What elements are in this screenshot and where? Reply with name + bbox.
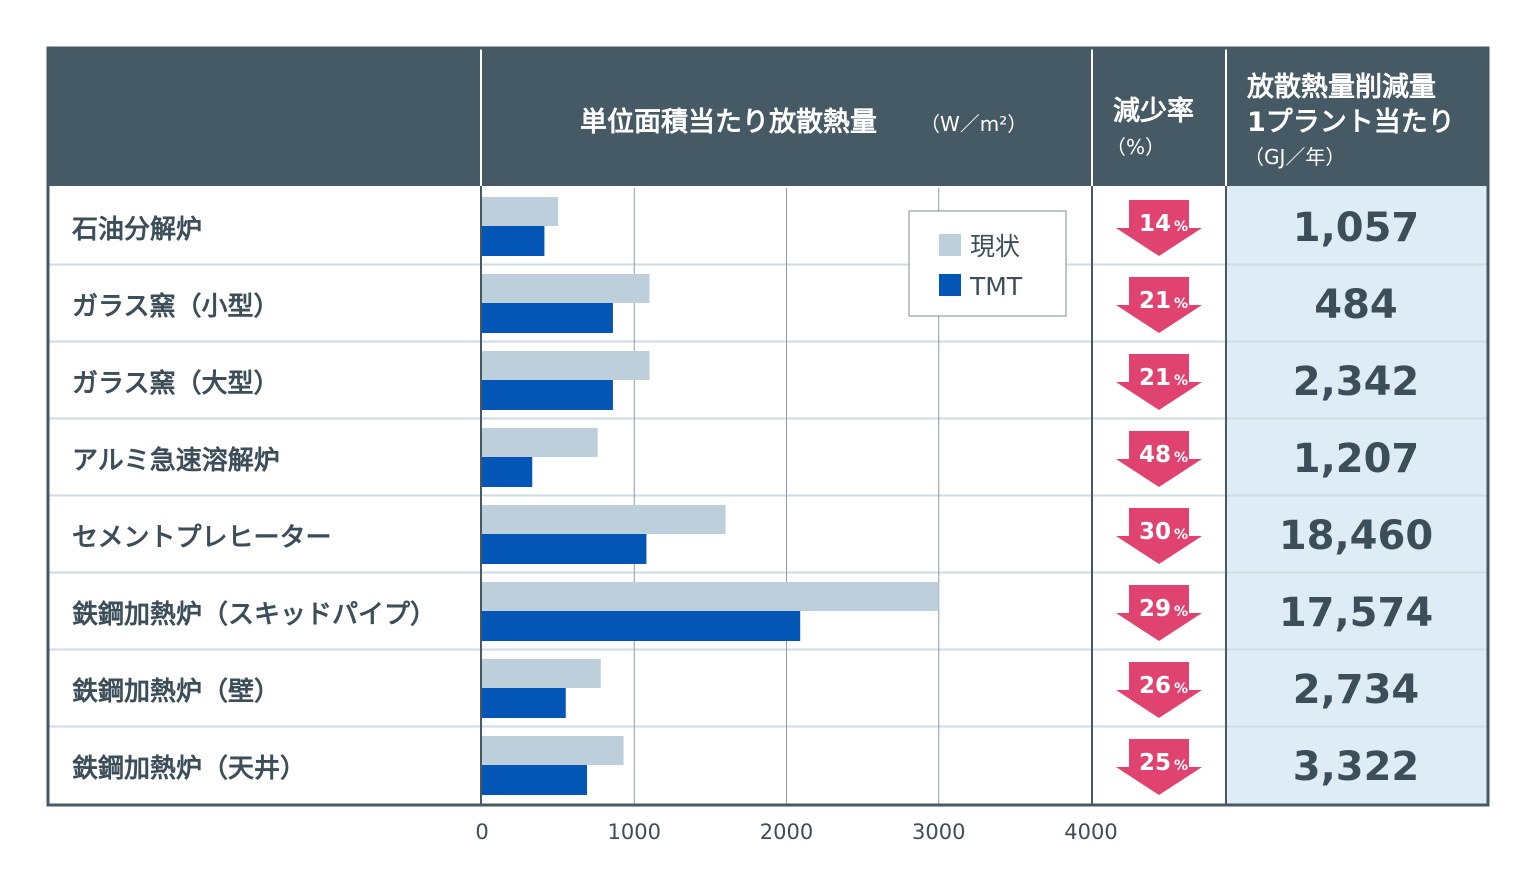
- bar-tmt: [482, 765, 588, 795]
- reduction-arrow: 21%: [1116, 354, 1202, 410]
- reduction-rate-value: 30: [1139, 519, 1171, 545]
- x-axis-ticks: 0 1000 2000 3000 4000: [475, 820, 1117, 844]
- bar-tmt: [482, 534, 647, 564]
- category-label: 鉄鋼加熱炉（壁）: [72, 676, 280, 707]
- bar-tmt: [482, 457, 533, 487]
- category-label: 鉄鋼加熱炉（天井）: [72, 753, 306, 784]
- x-tick-label: 0: [475, 820, 488, 844]
- bar-tmt: [482, 226, 545, 256]
- savings-value: 1,207: [1293, 436, 1420, 482]
- reduction-rate-percent: %: [1174, 373, 1188, 389]
- legend: 現状 TMT: [908, 210, 1067, 317]
- arrow-shape: [1116, 739, 1202, 795]
- arrow-shape: [1116, 508, 1202, 564]
- saving-unit: （GJ／年）: [1244, 145, 1345, 169]
- arrow-shape: [1116, 431, 1202, 487]
- reduction-rate-value: 21: [1139, 365, 1171, 391]
- bar-tmt: [482, 688, 566, 718]
- reduction-rate-percent: %: [1174, 450, 1188, 466]
- legend-swatch-current: [939, 234, 961, 256]
- bar-tmt: [482, 380, 613, 410]
- reduction-rate-percent: %: [1174, 681, 1188, 697]
- arrow-shape: [1116, 200, 1202, 256]
- bar-current: [482, 428, 598, 457]
- reduction-rate-value: 29: [1139, 596, 1171, 622]
- bar-current: [482, 351, 650, 380]
- legend-label-tmt: TMT: [969, 272, 1023, 301]
- reduction-arrow: 14%: [1116, 200, 1202, 256]
- savings-value: 484: [1314, 282, 1398, 328]
- table-header-background: [48, 48, 1488, 186]
- reduction-arrow: 29%: [1116, 585, 1202, 641]
- reduction-rate-percent: %: [1174, 604, 1188, 620]
- reduction-rate-percent: %: [1174, 527, 1188, 543]
- reduction-rate-percent: %: [1174, 296, 1188, 312]
- bars-layer: [482, 197, 939, 795]
- bar-current: [482, 197, 559, 226]
- reduction-rate-value: 48: [1139, 442, 1171, 468]
- reduction-arrow: 21%: [1116, 277, 1202, 333]
- reduction-rate-value: 21: [1139, 288, 1171, 314]
- savings-value: 2,342: [1293, 359, 1420, 405]
- reduction-arrow: 30%: [1116, 508, 1202, 564]
- legend-box: [908, 210, 1067, 317]
- category-label: 鉄鋼加熱炉（スキッドパイプ）: [72, 599, 436, 630]
- grid-layer: [48, 48, 1488, 804]
- category-label: アルミ急速溶解炉: [72, 445, 280, 476]
- bar-current: [482, 274, 650, 303]
- arrow-shape: [1116, 662, 1202, 718]
- saving-title-line2: 1プラント当たり: [1247, 107, 1455, 138]
- arrow-shape: [1116, 354, 1202, 410]
- savings-value: 2,734: [1293, 667, 1420, 713]
- rate-unit: （%）: [1106, 135, 1165, 159]
- x-tick-label: 2000: [760, 820, 813, 844]
- chart-title: 単位面積当たり放散熱量: [580, 106, 877, 138]
- category-label: ガラス窯（小型）: [72, 291, 279, 322]
- x-tick-label: 1000: [608, 820, 661, 844]
- category-label: セメントプレヒーター: [72, 523, 331, 553]
- bar-tmt: [482, 611, 801, 641]
- bar-current: [482, 582, 939, 611]
- reduction-rate-value: 14: [1139, 211, 1171, 237]
- x-tick-label: 4000: [1064, 820, 1117, 844]
- savings-value: 1,057: [1293, 205, 1420, 251]
- rows-layer: 石油分解炉 14% 1,057 ガラス窯（小型） 21% 484 ガラス窯（大型） 21% 2,…: [71, 200, 1433, 795]
- table-frame: [46, 46, 1490, 807]
- category-label: 石油分解炉: [71, 215, 202, 245]
- bar-current: [482, 659, 601, 688]
- legend-swatch-tmt: [939, 274, 961, 296]
- arrow-shape: [1116, 585, 1202, 641]
- reduction-arrow: 25%: [1116, 739, 1202, 795]
- x-tick-label: 3000: [912, 820, 965, 844]
- bar-current: [482, 736, 624, 765]
- bar-tmt: [482, 303, 613, 333]
- savings-value: 17,574: [1279, 590, 1433, 636]
- reduction-arrow: 26%: [1116, 662, 1202, 718]
- reduction-rate-value: 25: [1139, 750, 1171, 776]
- category-label: ガラス窯（大型）: [72, 368, 279, 399]
- reduction-rate-percent: %: [1174, 219, 1188, 235]
- reduction-rate-value: 26: [1139, 673, 1171, 699]
- legend-label-current: 現状: [970, 232, 1020, 261]
- arrow-shape: [1116, 277, 1202, 333]
- reduction-rate-percent: %: [1174, 758, 1188, 774]
- rate-title: 減少率: [1113, 95, 1194, 127]
- chart-unit: （W／m²）: [920, 112, 1027, 136]
- savings-value: 18,460: [1279, 513, 1433, 559]
- reduction-arrow: 48%: [1116, 431, 1202, 487]
- bar-current: [482, 505, 726, 534]
- saving-title-line1: 放散熱量削減量: [1246, 71, 1436, 103]
- savings-value: 3,322: [1293, 744, 1420, 790]
